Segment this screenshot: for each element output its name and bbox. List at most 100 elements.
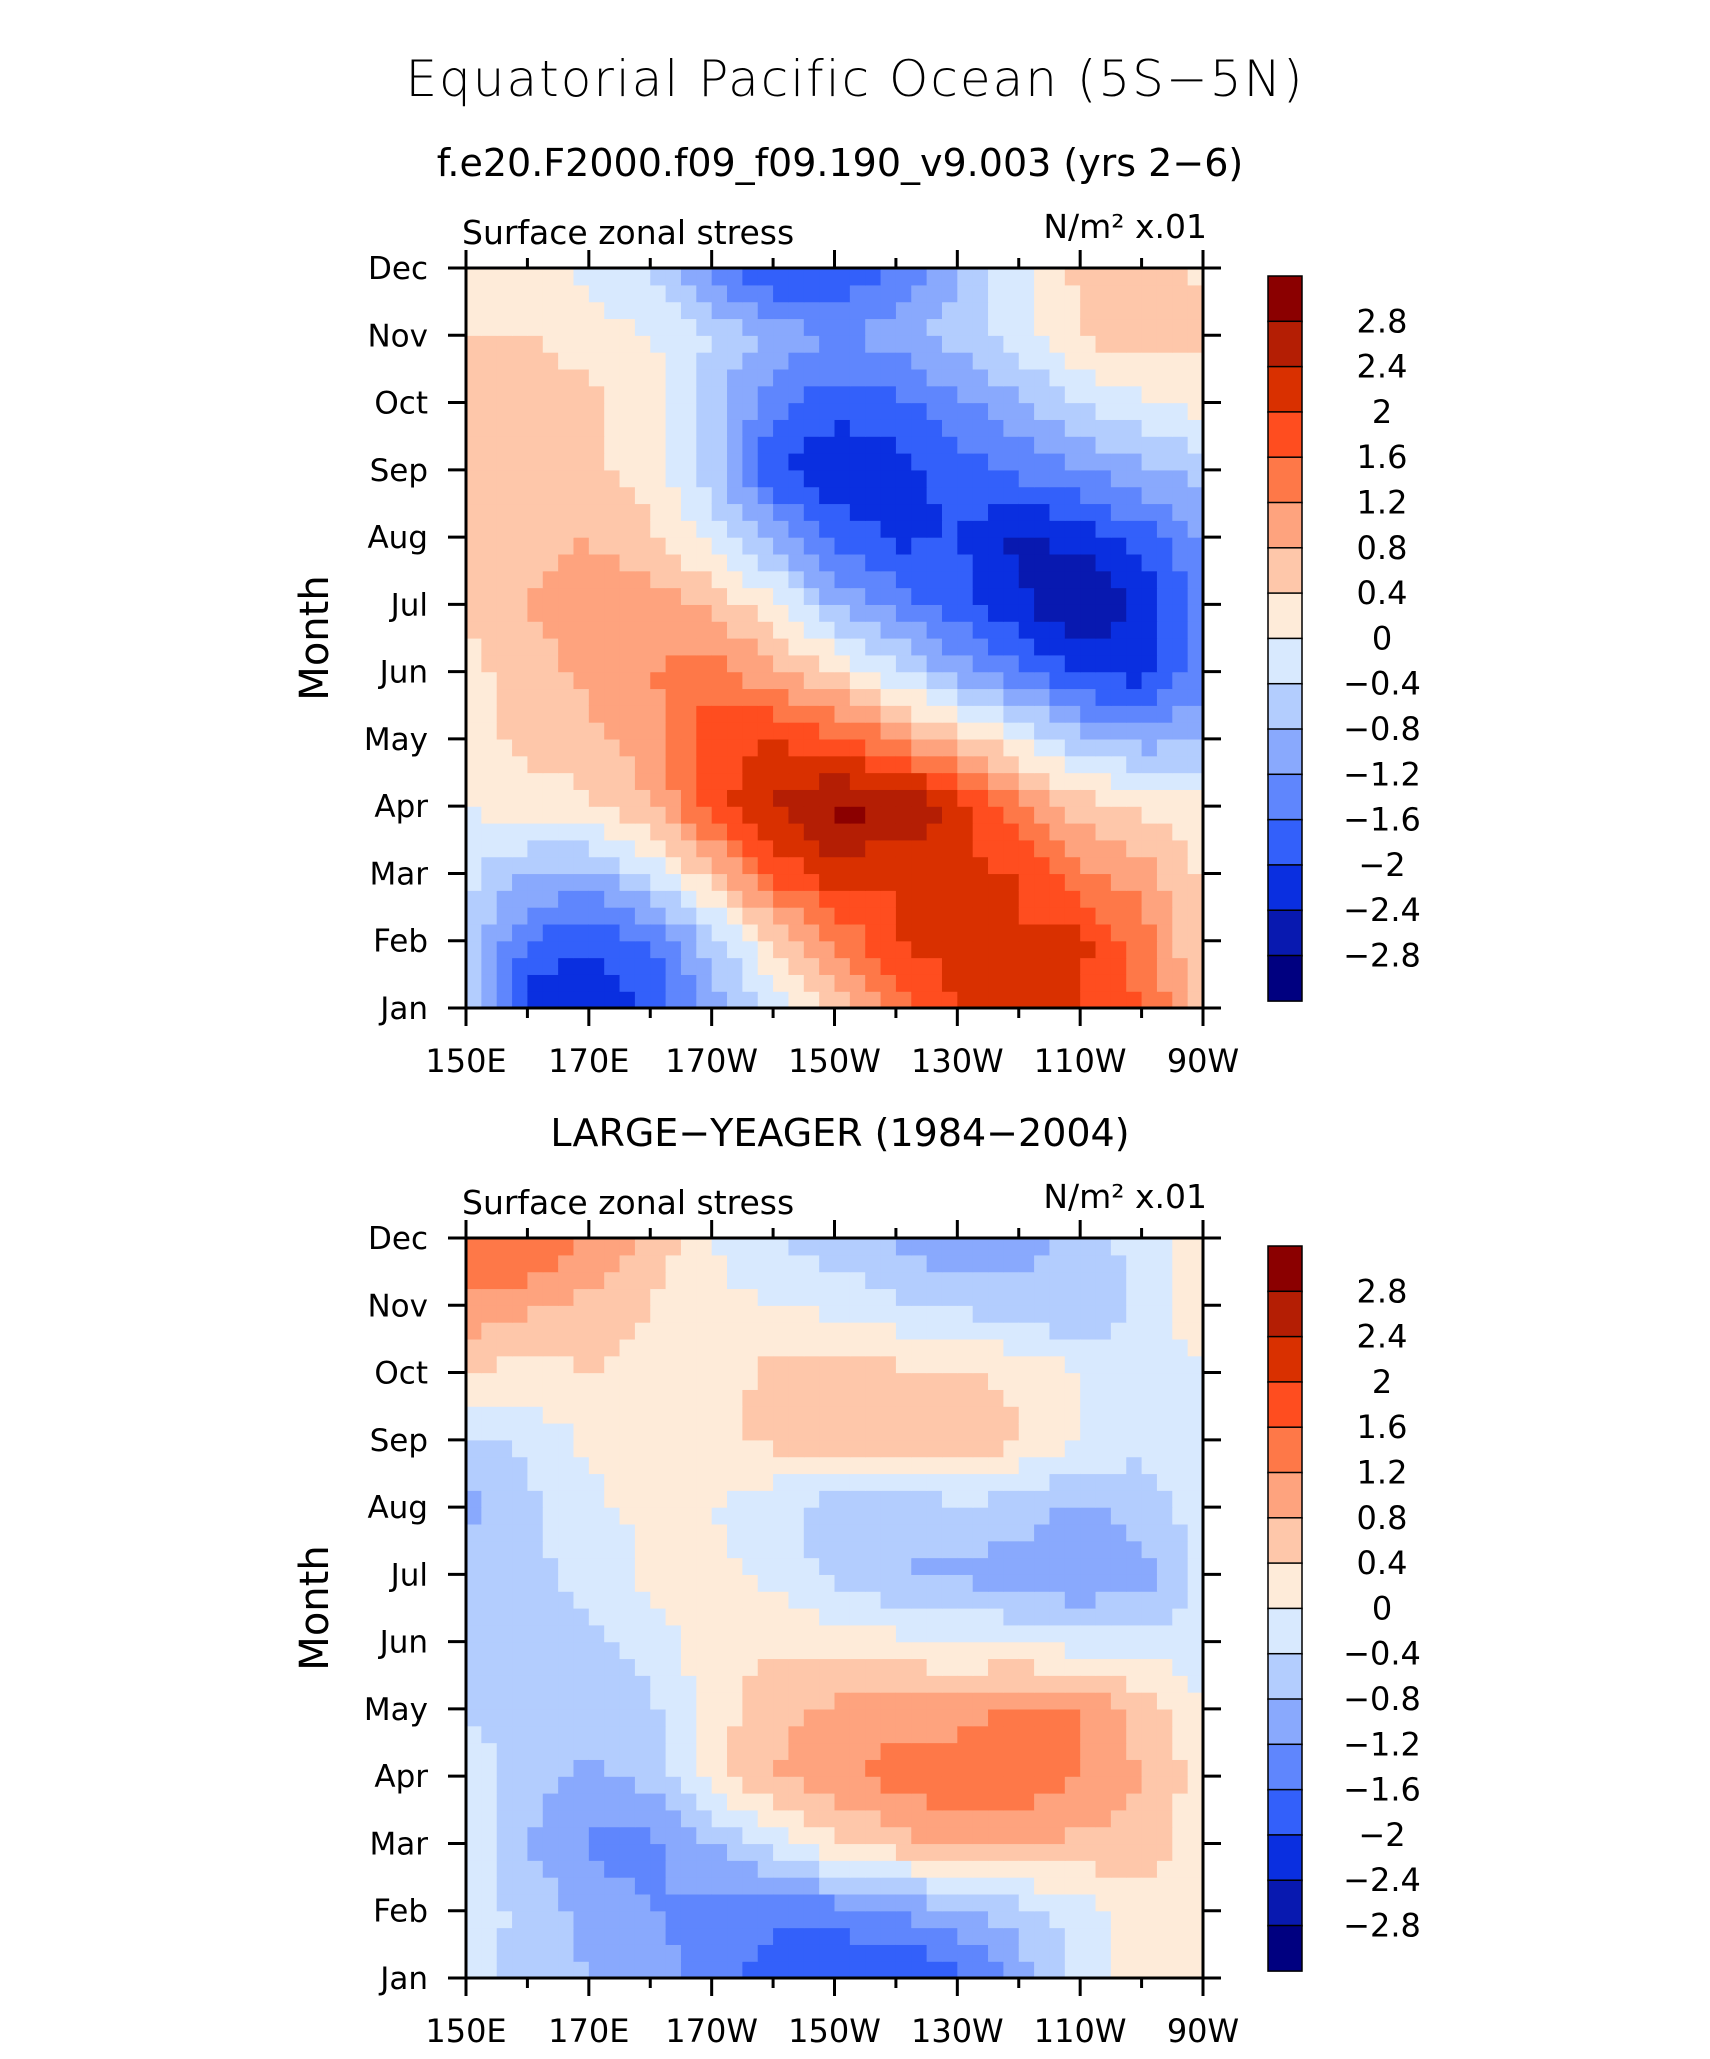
- contour-cell: [466, 1809, 482, 1828]
- contour-cell: [988, 839, 1004, 858]
- contour-cell: [680, 1776, 697, 1794]
- contour-cell: [466, 1826, 482, 1845]
- contour-cell: [803, 553, 820, 572]
- contour-cell: [895, 1574, 912, 1592]
- contour-cell: [588, 688, 605, 706]
- contour-cell: [941, 335, 958, 353]
- contour-cell: [711, 503, 728, 521]
- contour-cell: [542, 1608, 559, 1626]
- contour-cell: [1156, 1456, 1173, 1475]
- contour-cell: [957, 1961, 974, 1979]
- contour-cell: [988, 537, 1004, 555]
- contour-cell: [1080, 1759, 1097, 1777]
- contour-cell: [634, 1591, 651, 1609]
- contour-cell: [911, 722, 928, 740]
- contour-cell: [650, 957, 667, 975]
- contour-cell: [819, 839, 836, 858]
- contour-cell: [1172, 638, 1189, 656]
- contour-cell: [988, 1608, 1004, 1626]
- contour-cell: [1156, 1910, 1173, 1929]
- contour-cell: [588, 907, 605, 925]
- contour-cell: [588, 1675, 605, 1693]
- contour-cell: [865, 436, 882, 454]
- contour-cell: [466, 1456, 482, 1475]
- contour-cell: [604, 1238, 621, 1256]
- contour-cell: [665, 1305, 682, 1323]
- contour-cell: [680, 1406, 697, 1424]
- contour-cell: [834, 856, 851, 875]
- contour-cell: [880, 1961, 897, 1979]
- contour-cell: [634, 587, 651, 605]
- contour-cell: [972, 671, 989, 690]
- contour-cell: [481, 789, 498, 807]
- contour-cell: [665, 957, 682, 975]
- contour-cell: [1187, 1372, 1204, 1390]
- contour-cell: [1064, 974, 1081, 992]
- contour-cell: [926, 1692, 943, 1710]
- contour-cell: [742, 1675, 759, 1693]
- contour-cell: [819, 503, 836, 521]
- contour-cell: [1141, 940, 1158, 959]
- contour-cell: [834, 537, 851, 555]
- contour-cell: [1034, 772, 1051, 790]
- contour-cell: [1126, 772, 1143, 790]
- contour-cell: [834, 352, 851, 370]
- contour-cell: [727, 1809, 743, 1828]
- contour-cell: [880, 268, 897, 286]
- contour-cell: [1126, 991, 1143, 1009]
- contour-cell: [1003, 284, 1020, 303]
- contour-cell: [558, 755, 575, 774]
- contour-cell: [727, 1927, 743, 1945]
- contour-cell: [527, 1372, 544, 1390]
- contour-cell: [634, 890, 651, 908]
- contour-cell: [558, 1776, 575, 1794]
- contour-cell: [849, 688, 866, 706]
- contour-cell: [865, 1624, 882, 1643]
- contour-cell: [1080, 1725, 1097, 1744]
- contour-cell: [1095, 1776, 1112, 1794]
- contour-cell: [512, 587, 529, 605]
- contour-cell: [1034, 1322, 1051, 1340]
- contour-cell: [466, 654, 482, 673]
- contour-cell: [880, 570, 897, 589]
- contour-cell: [512, 1793, 529, 1811]
- contour-cell: [880, 1305, 897, 1323]
- contour-cell: [727, 1288, 743, 1306]
- contour-cell: [1080, 1641, 1097, 1660]
- contour-cell: [803, 301, 820, 320]
- contour-cell: [1034, 1624, 1051, 1643]
- contour-cell: [680, 1826, 697, 1845]
- contour-cell: [803, 1473, 820, 1491]
- contour-cell: [542, 301, 559, 320]
- contour-cell: [742, 402, 759, 420]
- contour-cell: [880, 873, 897, 891]
- contour-cell: [727, 1893, 743, 1912]
- contour-cell: [512, 284, 529, 303]
- contour-cell: [957, 755, 974, 774]
- contour-cell: [542, 1658, 559, 1676]
- contour-cell: [803, 654, 820, 673]
- contour-cell: [849, 1271, 866, 1290]
- contour-cell: [742, 671, 759, 690]
- colorbar: 2.82.421.61.20.80.40−0.4−0.8−1.2−1.6−2−2…: [1267, 1245, 1421, 1972]
- contour-cell: [1034, 1490, 1051, 1508]
- contour-cell: [988, 856, 1004, 875]
- colorbar-swatch: [1267, 1381, 1303, 1429]
- contour-cell: [849, 1624, 866, 1643]
- contour-cell: [803, 604, 820, 622]
- contour-cell: [711, 957, 728, 975]
- colorbar-label: 1.6: [1357, 438, 1408, 476]
- contour-cell: [941, 789, 958, 807]
- contour-cell: [665, 1456, 682, 1475]
- contour-cell: [680, 1725, 697, 1744]
- contour-cell: [926, 1254, 943, 1273]
- contour-cell: [466, 806, 482, 824]
- contour-cell: [972, 1406, 989, 1424]
- contour-cell: [558, 318, 575, 336]
- contour-cell: [466, 1305, 482, 1323]
- contour-cell: [558, 284, 575, 303]
- contour-cell: [834, 1843, 851, 1861]
- contour-cell: [1049, 772, 1066, 790]
- contour-cell: [849, 284, 866, 303]
- contour-cell: [941, 991, 958, 1009]
